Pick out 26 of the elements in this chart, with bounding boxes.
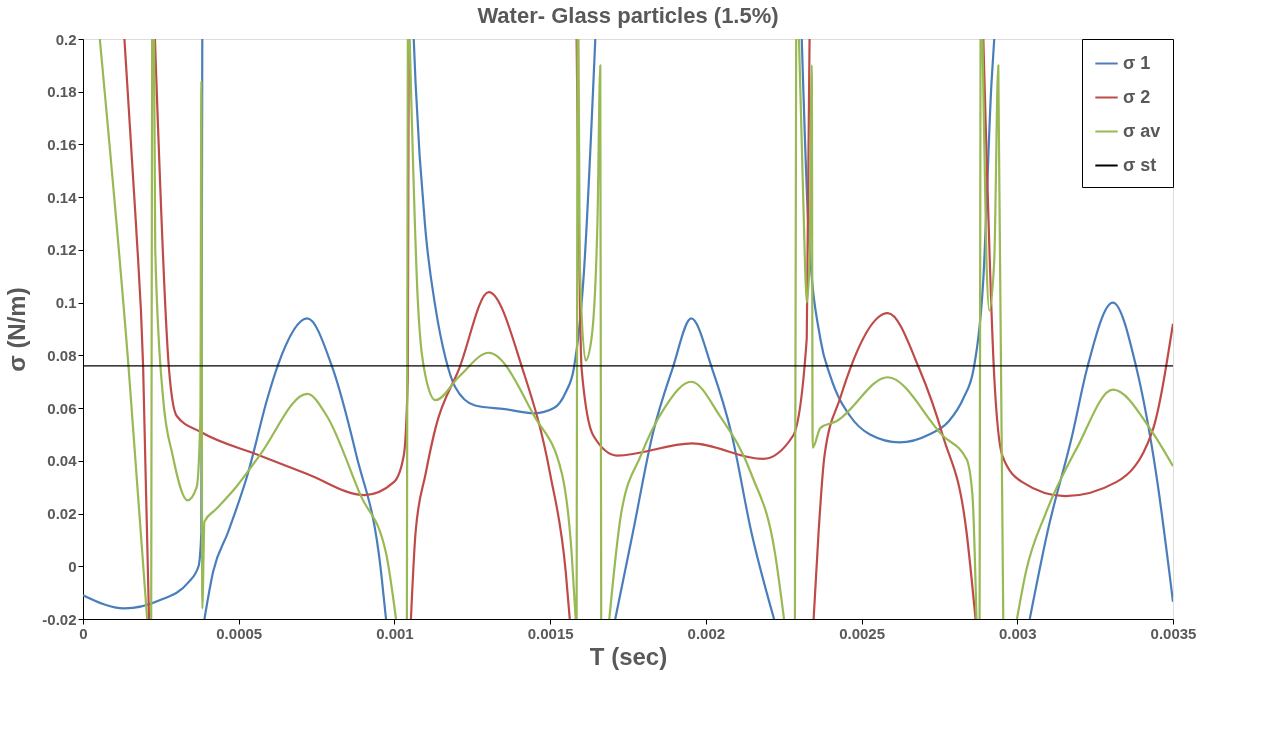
y-tick-label: -0.02 bbox=[42, 610, 77, 628]
x-tick-label: 0.0005 bbox=[216, 624, 263, 642]
y-tick-label: 0.16 bbox=[47, 135, 77, 153]
legend-label: σ av bbox=[1123, 120, 1161, 141]
y-tick-label: 0.18 bbox=[47, 83, 77, 101]
y-tick-label: 0.12 bbox=[47, 241, 77, 259]
y-tick-label: 0.14 bbox=[47, 188, 78, 206]
legend-label: σ 1 bbox=[1123, 52, 1151, 73]
x-tick-label: 0.002 bbox=[687, 624, 726, 642]
legend-label: σ 2 bbox=[1123, 86, 1151, 107]
chart-title: Water- Glass particles (1.5%) bbox=[477, 3, 779, 28]
y-tick-label: 0 bbox=[68, 557, 77, 575]
y-tick-label: 0.06 bbox=[47, 399, 77, 417]
x-axis-title: T (sec) bbox=[589, 642, 668, 670]
x-tick-label: 0.0035 bbox=[1150, 624, 1197, 642]
y-tick-label: 0.1 bbox=[55, 294, 77, 312]
x-tick-label: 0.0025 bbox=[839, 624, 886, 642]
y-tick-label: 0.2 bbox=[55, 30, 77, 48]
y-tick-label: 0.02 bbox=[47, 505, 77, 523]
legend-label: σ st bbox=[1123, 154, 1157, 175]
y-tick-label: 0.08 bbox=[47, 346, 77, 364]
y-axis-title: σ (N/m) bbox=[3, 287, 31, 372]
x-tick-label: 0.001 bbox=[376, 624, 414, 642]
y-tick-label: 0.04 bbox=[47, 452, 78, 470]
x-tick-label: 0.0015 bbox=[527, 624, 574, 642]
x-tick-label: 0.003 bbox=[999, 624, 1037, 642]
